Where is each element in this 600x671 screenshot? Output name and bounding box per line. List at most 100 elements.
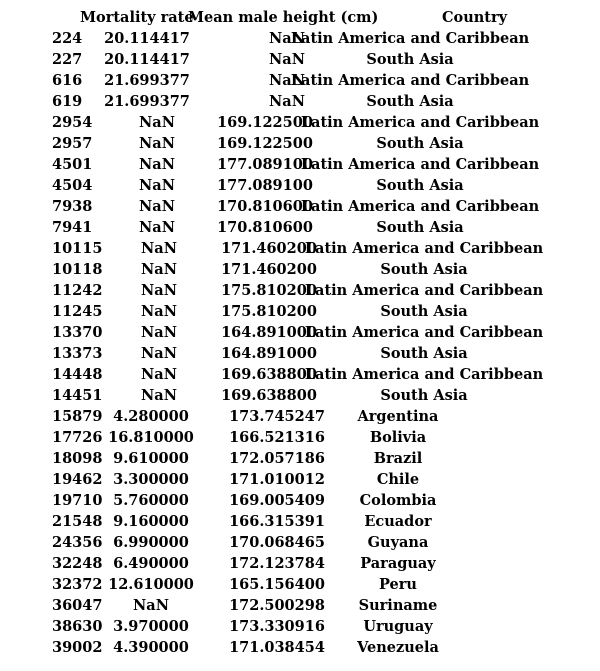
cell-country: Latin America and Caribbean bbox=[300, 156, 540, 173]
cell-mortality-rate: NaN bbox=[139, 135, 175, 152]
cell-mean-male-height: 169.122500 bbox=[217, 135, 313, 152]
cell-country: Chile bbox=[376, 471, 420, 488]
table-body: 224 20.114417 NaN Latin America and Caribbe… bbox=[0, 28, 600, 658]
row-index: 10118 bbox=[52, 261, 103, 278]
table-row: 13370 NaN 164.891000 Latin America and Cari… bbox=[0, 322, 600, 343]
cell-mortality-rate: NaN bbox=[139, 198, 175, 215]
table-row: 616 21.699377 NaN Latin America and Caribbe… bbox=[0, 70, 600, 91]
cell-mortality-rate: NaN bbox=[139, 156, 175, 173]
cell-country: South Asia bbox=[380, 345, 468, 362]
row-index: 38630 bbox=[52, 618, 103, 635]
cell-mean-male-height: 164.891000 bbox=[221, 345, 317, 362]
cell-mortality-rate: 3.300000 bbox=[113, 471, 189, 488]
cell-mortality-rate: 3.970000 bbox=[113, 618, 189, 635]
cell-mean-male-height: 170.810600 bbox=[217, 219, 313, 236]
cell-country: Bolivia bbox=[369, 429, 427, 446]
cell-mean-male-height: 164.891000 bbox=[221, 324, 317, 341]
row-index: 4504 bbox=[52, 177, 93, 194]
row-index: 21548 bbox=[52, 513, 103, 530]
table-row: 32372 12.610000 165.156400 Peru bbox=[0, 574, 600, 595]
table-header: Mortality rate Mean male height (cm) Cou… bbox=[0, 7, 600, 28]
cell-mean-male-height: 175.810200 bbox=[221, 282, 317, 299]
table-row: 619 21.699377 NaN South Asia bbox=[0, 91, 600, 112]
table-row: 24356 6.990000 170.068465 Guyana bbox=[0, 532, 600, 553]
table-row: 2954 NaN 169.122500 Latin America and Carib… bbox=[0, 112, 600, 133]
table-row: 32248 6.490000 172.123784 Paraguay bbox=[0, 553, 600, 574]
table-row: 224 20.114417 NaN Latin America and Caribbe… bbox=[0, 28, 600, 49]
cell-country: Paraguay bbox=[360, 555, 436, 572]
cell-country: Latin America and Caribbean bbox=[304, 324, 544, 341]
cell-mean-male-height: 173.330916 bbox=[229, 618, 325, 635]
cell-mortality-rate: NaN bbox=[133, 597, 169, 614]
table-row: 10118 NaN 171.460200 South Asia bbox=[0, 259, 600, 280]
cell-country: Latin America and Caribbean bbox=[290, 30, 530, 47]
table-row: 17726 16.810000 166.521316 Bolivia bbox=[0, 427, 600, 448]
cell-mortality-rate: NaN bbox=[141, 240, 177, 257]
row-index: 19462 bbox=[52, 471, 103, 488]
cell-mortality-rate: 21.699377 bbox=[104, 72, 190, 89]
row-index: 32248 bbox=[52, 555, 103, 572]
cell-mean-male-height: 171.010012 bbox=[229, 471, 325, 488]
table-row: 10115 NaN 171.460200 Latin America and Cari… bbox=[0, 238, 600, 259]
cell-country: South Asia bbox=[366, 93, 454, 110]
row-index: 4501 bbox=[52, 156, 93, 173]
cell-mean-male-height: 169.122500 bbox=[217, 114, 313, 131]
row-index: 15879 bbox=[52, 408, 103, 425]
cell-country: South Asia bbox=[376, 219, 464, 236]
row-index: 18098 bbox=[52, 450, 103, 467]
table-row: 19710 5.760000 169.005409 Colombia bbox=[0, 490, 600, 511]
cell-mortality-rate: 21.699377 bbox=[104, 93, 190, 110]
row-index: 36047 bbox=[52, 597, 103, 614]
row-index: 7941 bbox=[52, 219, 93, 236]
cell-mean-male-height: 169.638800 bbox=[221, 366, 317, 383]
cell-mean-male-height: NaN bbox=[269, 51, 305, 68]
row-index: 10115 bbox=[52, 240, 103, 257]
table-row: 4501 NaN 177.089100 Latin America and Carib… bbox=[0, 154, 600, 175]
row-index: 24356 bbox=[52, 534, 103, 551]
cell-mortality-rate: NaN bbox=[139, 219, 175, 236]
cell-mean-male-height: NaN bbox=[269, 93, 305, 110]
cell-country: South Asia bbox=[380, 303, 468, 320]
row-index: 11242 bbox=[52, 282, 103, 299]
cell-mortality-rate: 16.810000 bbox=[108, 429, 194, 446]
cell-country: Argentina bbox=[357, 408, 439, 425]
cell-country: Latin America and Caribbean bbox=[300, 114, 540, 131]
cell-mortality-rate: 9.160000 bbox=[113, 513, 189, 530]
table-row: 7941 NaN 170.810600 South Asia bbox=[0, 217, 600, 238]
cell-mortality-rate: 4.390000 bbox=[113, 639, 189, 656]
cell-mean-male-height: 177.089100 bbox=[217, 177, 313, 194]
row-index: 2954 bbox=[52, 114, 93, 131]
cell-mortality-rate: NaN bbox=[141, 324, 177, 341]
row-index: 32372 bbox=[52, 576, 103, 593]
row-index: 14448 bbox=[52, 366, 103, 383]
cell-mortality-rate: NaN bbox=[141, 261, 177, 278]
cell-mean-male-height: 171.460200 bbox=[221, 261, 317, 278]
cell-mean-male-height: 170.810600 bbox=[217, 198, 313, 215]
cell-country: Latin America and Caribbean bbox=[304, 282, 544, 299]
table-row: 13373 NaN 164.891000 South Asia bbox=[0, 343, 600, 364]
row-index: 224 bbox=[52, 30, 83, 47]
header-mean-male-height: Mean male height (cm) bbox=[188, 9, 379, 26]
cell-country: South Asia bbox=[380, 387, 468, 404]
row-index: 17726 bbox=[52, 429, 103, 446]
cell-mortality-rate: 5.760000 bbox=[113, 492, 189, 509]
cell-country: Peru bbox=[379, 576, 417, 593]
row-index: 39002 bbox=[52, 639, 103, 656]
cell-mean-male-height: 166.521316 bbox=[229, 429, 325, 446]
table-row: 39002 4.390000 171.038454 Venezuela bbox=[0, 637, 600, 658]
cell-mean-male-height: 171.038454 bbox=[229, 639, 325, 656]
row-index: 619 bbox=[52, 93, 83, 110]
cell-country: Latin America and Caribbean bbox=[304, 240, 544, 257]
row-index: 7938 bbox=[52, 198, 93, 215]
table-row: 14448 NaN 169.638800 Latin America and Cari… bbox=[0, 364, 600, 385]
header-country: Country bbox=[442, 9, 508, 26]
cell-country: Suriname bbox=[358, 597, 438, 614]
row-index: 13370 bbox=[52, 324, 103, 341]
row-index: 13373 bbox=[52, 345, 103, 362]
row-index: 616 bbox=[52, 72, 83, 89]
cell-mortality-rate: 12.610000 bbox=[108, 576, 194, 593]
row-index: 14451 bbox=[52, 387, 103, 404]
cell-mortality-rate: 4.280000 bbox=[113, 408, 189, 425]
cell-country: South Asia bbox=[366, 51, 454, 68]
cell-country: Venezuela bbox=[357, 639, 439, 656]
